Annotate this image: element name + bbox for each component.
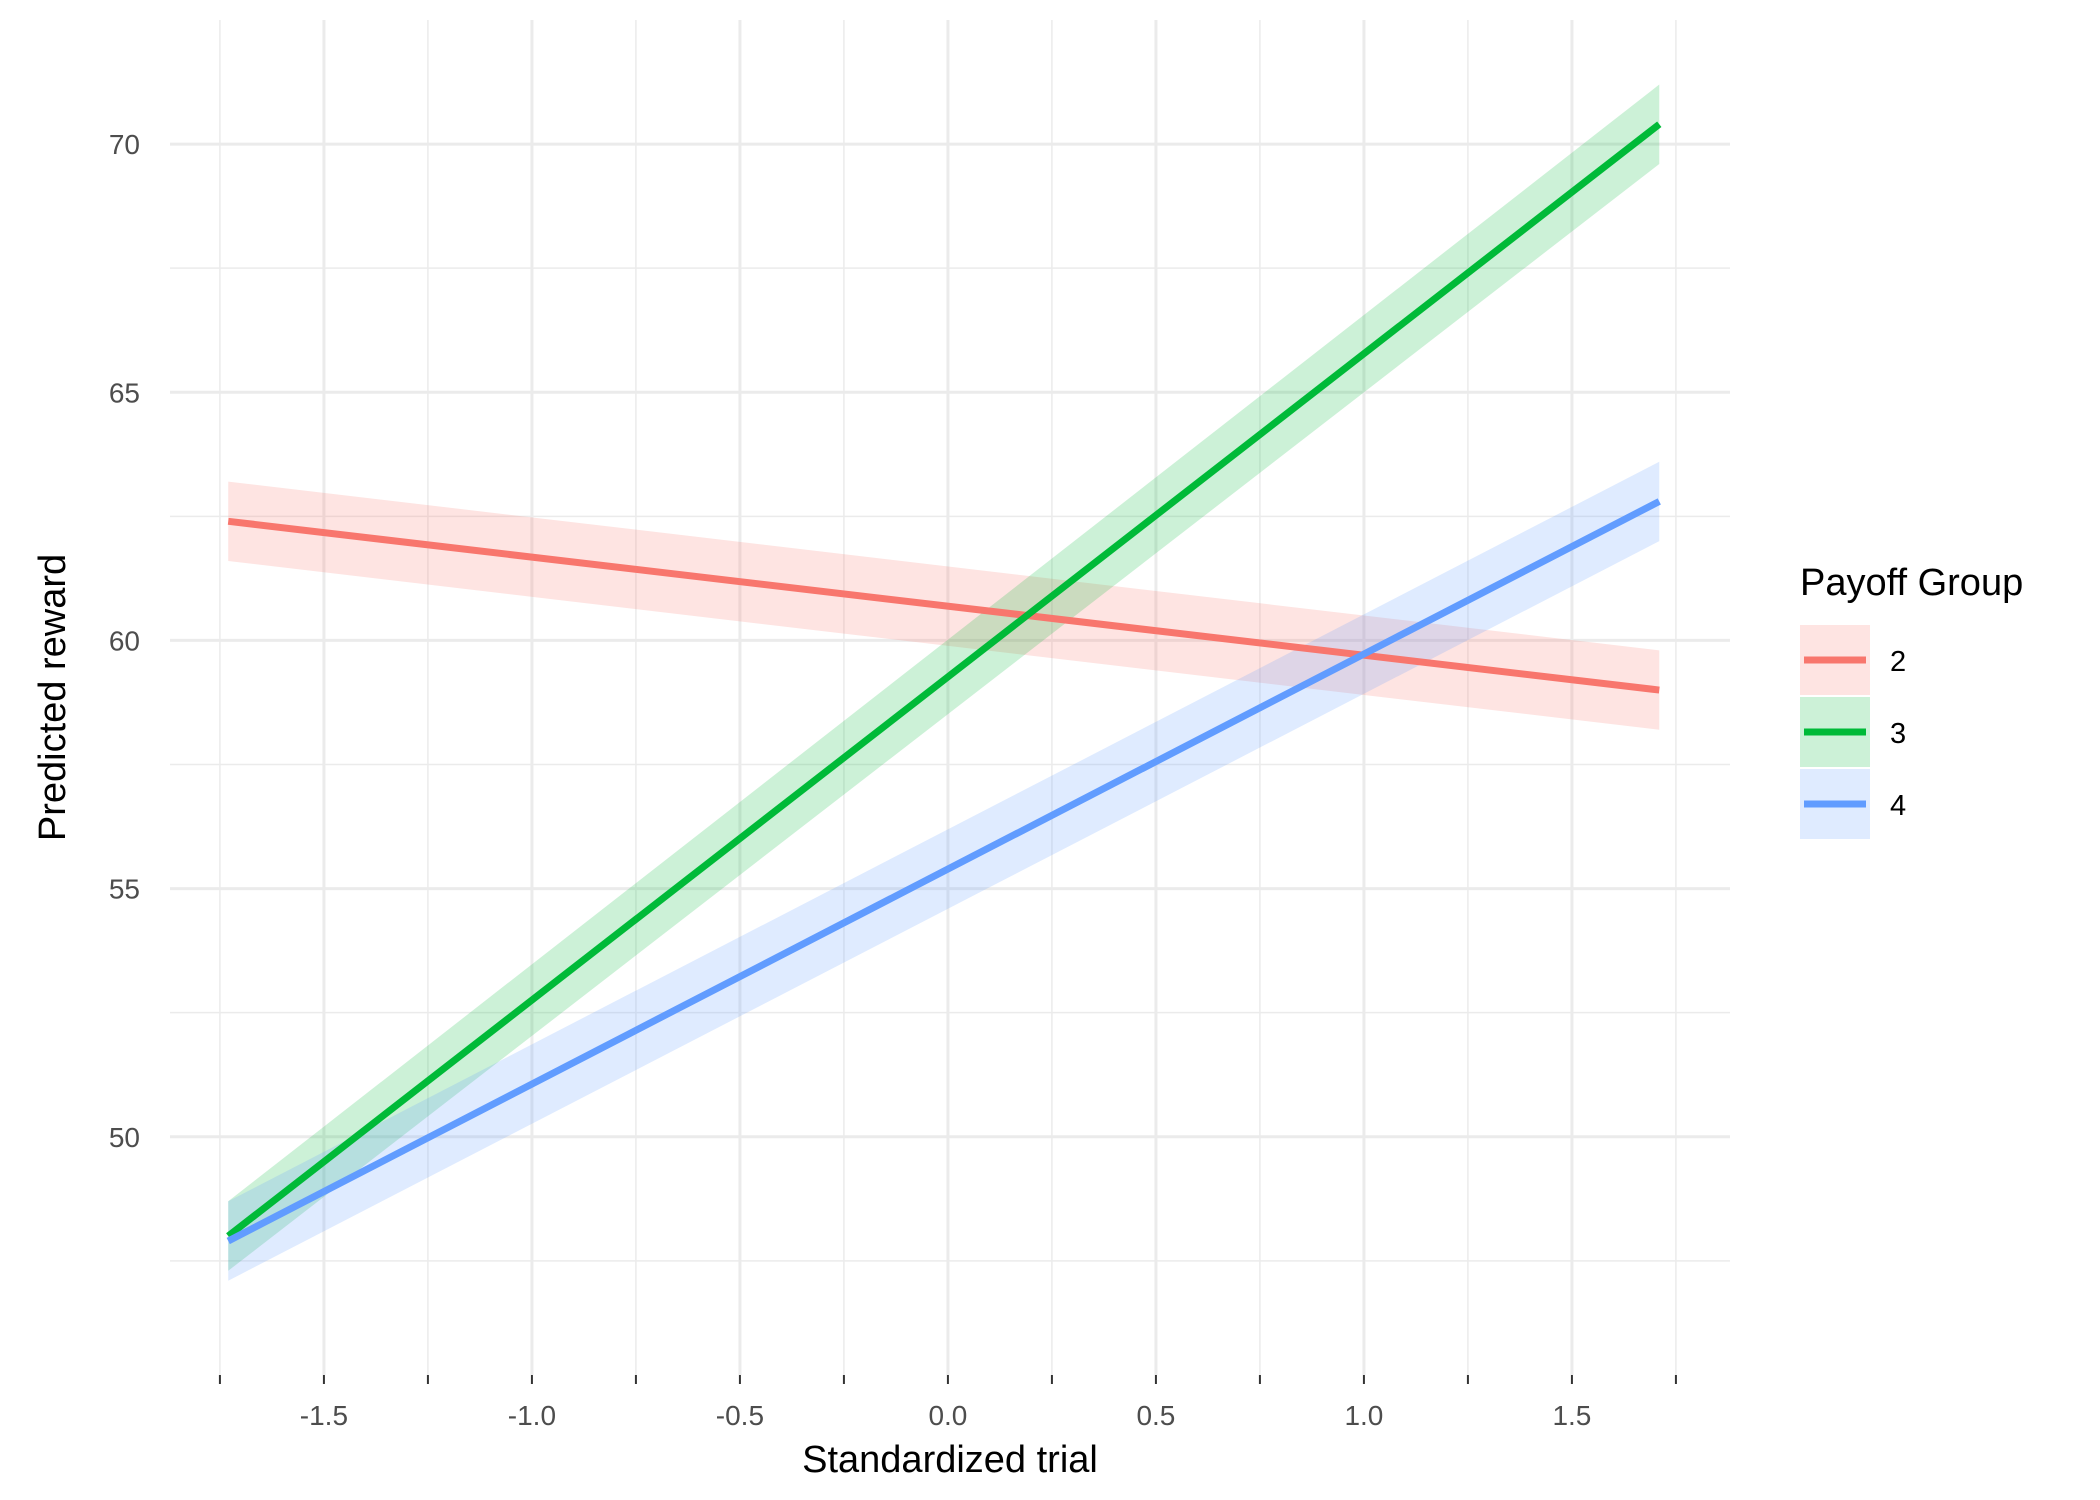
x-tick-label: -1.0 xyxy=(508,1400,556,1431)
y-tick-label: 50 xyxy=(109,1122,140,1153)
y-tick-label: 70 xyxy=(109,129,140,160)
x-axis-tick-labels: -1.5 -1.0 -0.5 0.0 0.5 1.0 1.5 xyxy=(300,1400,1592,1431)
legend-items: 2 3 4 xyxy=(1800,625,1906,839)
x-axis-ticks xyxy=(218,1375,1677,1384)
x-tick-label: -1.5 xyxy=(300,1400,348,1431)
legend-label-4: 4 xyxy=(1890,790,1906,822)
line-group-3 xyxy=(226,121,1662,1239)
line-group-2 xyxy=(227,517,1660,694)
x-tick-label: 0.0 xyxy=(928,1400,967,1431)
legend-title: Payoff Group xyxy=(1800,562,2023,604)
x-axis-title: Standardized trial xyxy=(802,1439,1098,1481)
y-axis-tick-labels: 50 55 60 65 70 xyxy=(109,129,140,1153)
y-axis-title: Predicted reward xyxy=(32,554,74,841)
legend: Payoff Group 2 3 4 xyxy=(1800,562,2023,839)
y-tick-label: 65 xyxy=(109,377,140,408)
x-tick-label: 0.5 xyxy=(1136,1400,1175,1431)
legend-label-2: 2 xyxy=(1890,646,1906,678)
line-group-4 xyxy=(226,498,1661,1245)
y-tick-label: 60 xyxy=(109,625,140,656)
legend-label-3: 3 xyxy=(1890,718,1906,750)
x-tick-label: -0.5 xyxy=(716,1400,764,1431)
y-tick-label: 55 xyxy=(109,874,140,905)
x-tick-label: 1.5 xyxy=(1552,1400,1591,1431)
x-tick-label: 1.0 xyxy=(1344,1400,1383,1431)
series-lines xyxy=(226,121,1662,1245)
